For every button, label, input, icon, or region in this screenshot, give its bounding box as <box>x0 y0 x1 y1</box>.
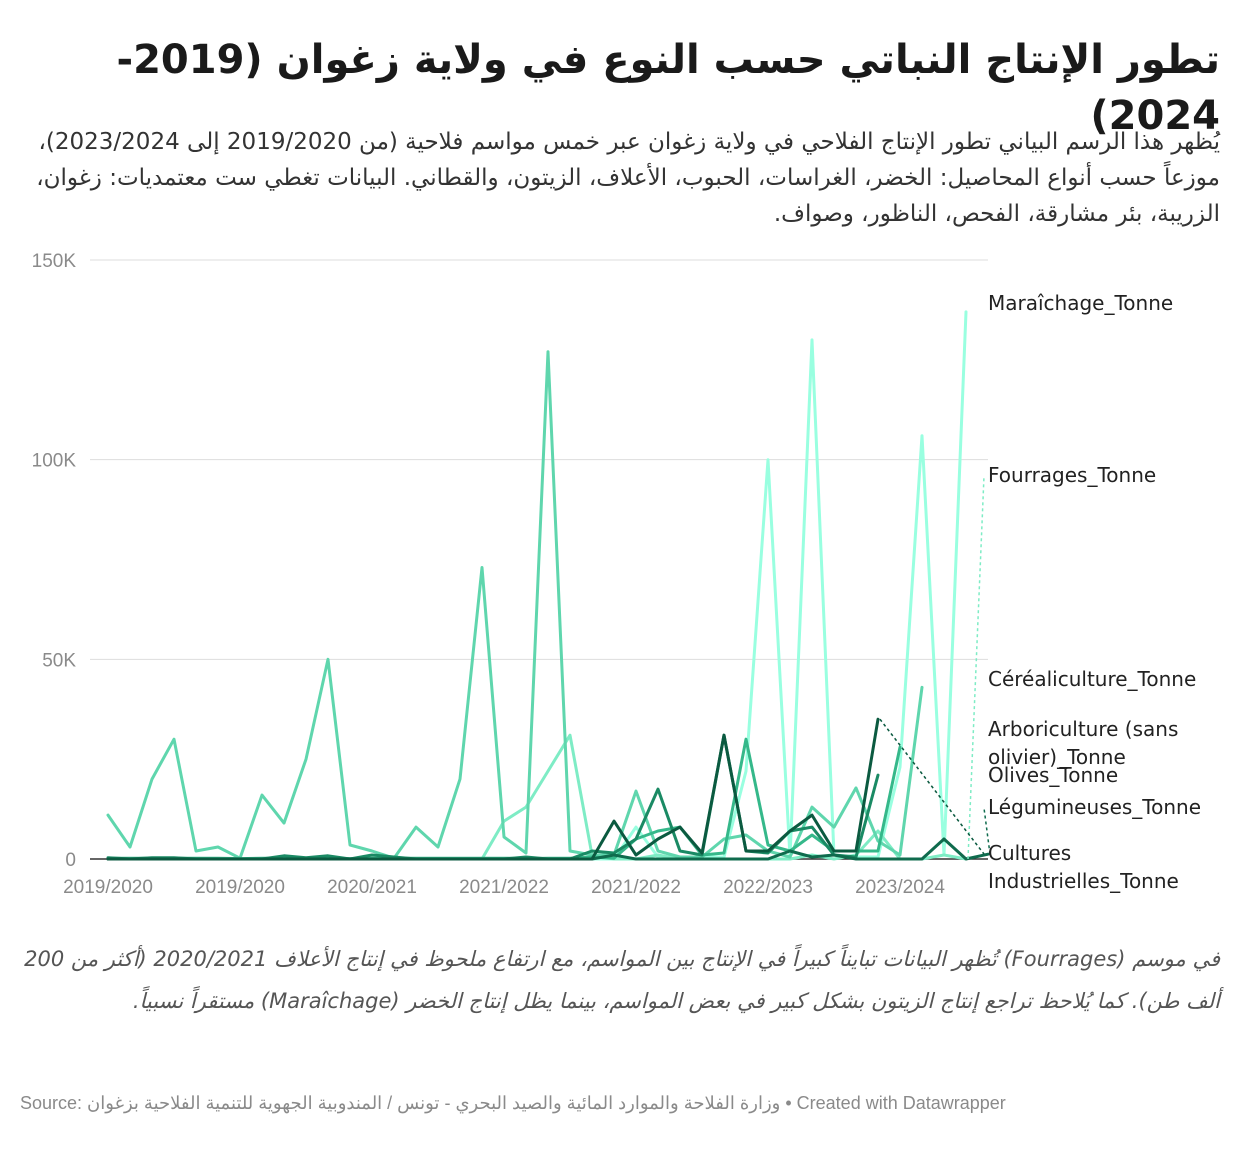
series-label: Fourrages_Tonne <box>988 463 1156 487</box>
x-axis-ticks: 2019/2020 2019/2020 2020/2021 2021/2022 2021… <box>63 877 945 898</box>
y-tick-label: 100K <box>32 451 77 472</box>
series-label: Céréaliculture_Tonne <box>988 667 1196 691</box>
y-axis-ticks: 0 50K 100K 150K <box>32 251 77 871</box>
series-label: Olives_Tonne <box>988 763 1118 787</box>
series-label: Arboriculture (sans olivier)_Tonne <box>988 717 1178 769</box>
series-line <box>106 717 880 861</box>
y-tick-label: 0 <box>65 850 76 871</box>
label-connector <box>879 718 985 855</box>
label-connector <box>983 807 991 855</box>
x-tick-label: 2019/2020 <box>63 877 153 898</box>
series-line <box>106 350 924 860</box>
series-line <box>106 733 968 861</box>
y-tick-label: 150K <box>32 251 77 272</box>
x-tick-label: 2021/2022 <box>459 877 549 898</box>
chart-note: في موسم (Fourrages) تُظهر البيانات تباين… <box>24 947 1220 1013</box>
x-tick-label: 2022/2023 <box>723 877 813 898</box>
source-footer: Source: وزارة الفلاحة والموارد المائية و… <box>20 1093 1006 1113</box>
series-label: Légumineuses_Tonne <box>988 795 1201 819</box>
series-lines <box>106 310 990 861</box>
x-tick-label: 2019/2020 <box>195 877 285 898</box>
x-tick-label: 2023/2024 <box>855 877 945 898</box>
chart-description: يُظهر هذا الرسم البياني تطور الإنتاج الف… <box>36 129 1220 227</box>
chart-title: تطور الإنتاج النباتي حسب النوع في ولاية … <box>116 37 1220 139</box>
x-tick-label: 2020/2021 <box>327 877 417 898</box>
x-tick-label: 2021/2022 <box>591 877 681 898</box>
y-tick-label: 50K <box>42 650 76 671</box>
series-labels: Maraîchage_Tonne Fourrages_Tonne Céréalicu… <box>879 291 1201 893</box>
line-chart: 0 50K 100K 150K 2019/2020 2019/2020 2020/2021… <box>32 251 1201 898</box>
series-label: Cultures Industrielles_Tonne <box>988 841 1179 893</box>
series-label: Maraîchage_Tonne <box>988 291 1173 315</box>
label-connector <box>967 475 985 860</box>
